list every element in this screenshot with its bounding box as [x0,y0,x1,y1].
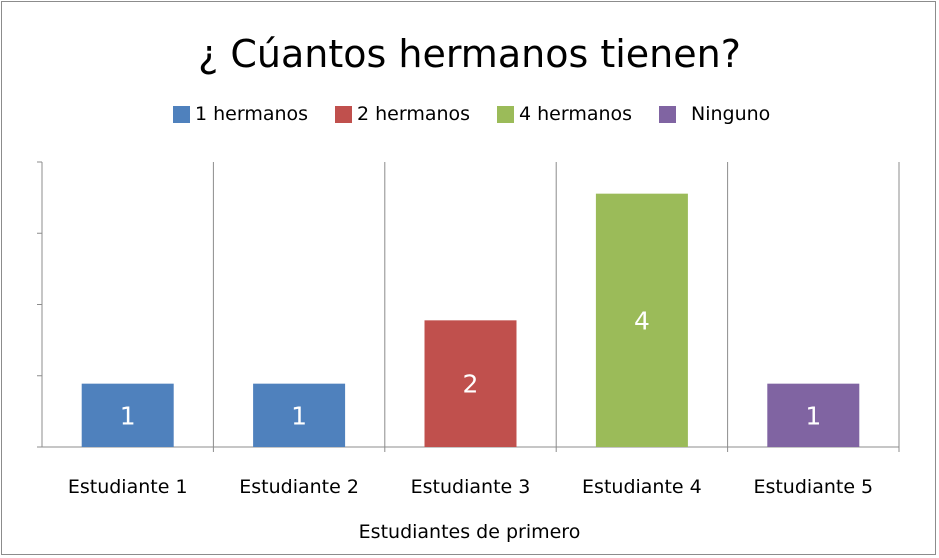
bar-2 [253,383,346,447]
legend-swatch-1-hermanos [173,105,190,123]
legend-swatch-ninguno [659,105,676,123]
legend: 1 hermanos 2 hermanos 4 hermanos Ninguno [2,102,937,126]
legend-label-ninguno: Ninguno [691,103,771,125]
data-label-2: 1 [291,401,307,430]
legend-swatch-2-hermanos [335,105,352,123]
x-tick-label-4: Estudiante 4 [582,476,702,498]
legend-item-1-hermanos: 1 hermanos [173,102,308,126]
chart-title: ¿ Cúantos hermanos tienen? [198,32,741,76]
legend-item-ninguno: Ninguno [659,102,770,126]
data-label-3: 2 [463,370,479,399]
data-label-4: 4 [634,306,650,335]
x-tick-label-1: Estudiante 1 [68,476,188,498]
x-tick-label-2: Estudiante 2 [239,476,359,498]
legend-label-1-hermanos: 1 hermanos [195,103,309,125]
x-tick-label-3: Estudiante 3 [411,476,531,498]
data-label-1: 1 [120,401,136,430]
bar-5 [767,383,860,447]
x-tick-label-5: Estudiante 5 [753,476,873,498]
data-label-5: 1 [805,401,821,430]
legend-label-2-hermanos: 2 hermanos [357,103,471,125]
legend-swatch-4-hermanos [497,105,514,123]
x-axis-title: Estudiantes de primero [358,521,581,543]
bar-3 [424,320,517,447]
legend-item-4-hermanos: 4 hermanos [497,102,632,126]
bar-4 [595,193,688,447]
bar-1 [81,383,174,447]
legend-label-4-hermanos: 4 hermanos [519,103,633,125]
legend-item-2-hermanos: 2 hermanos [335,102,470,126]
